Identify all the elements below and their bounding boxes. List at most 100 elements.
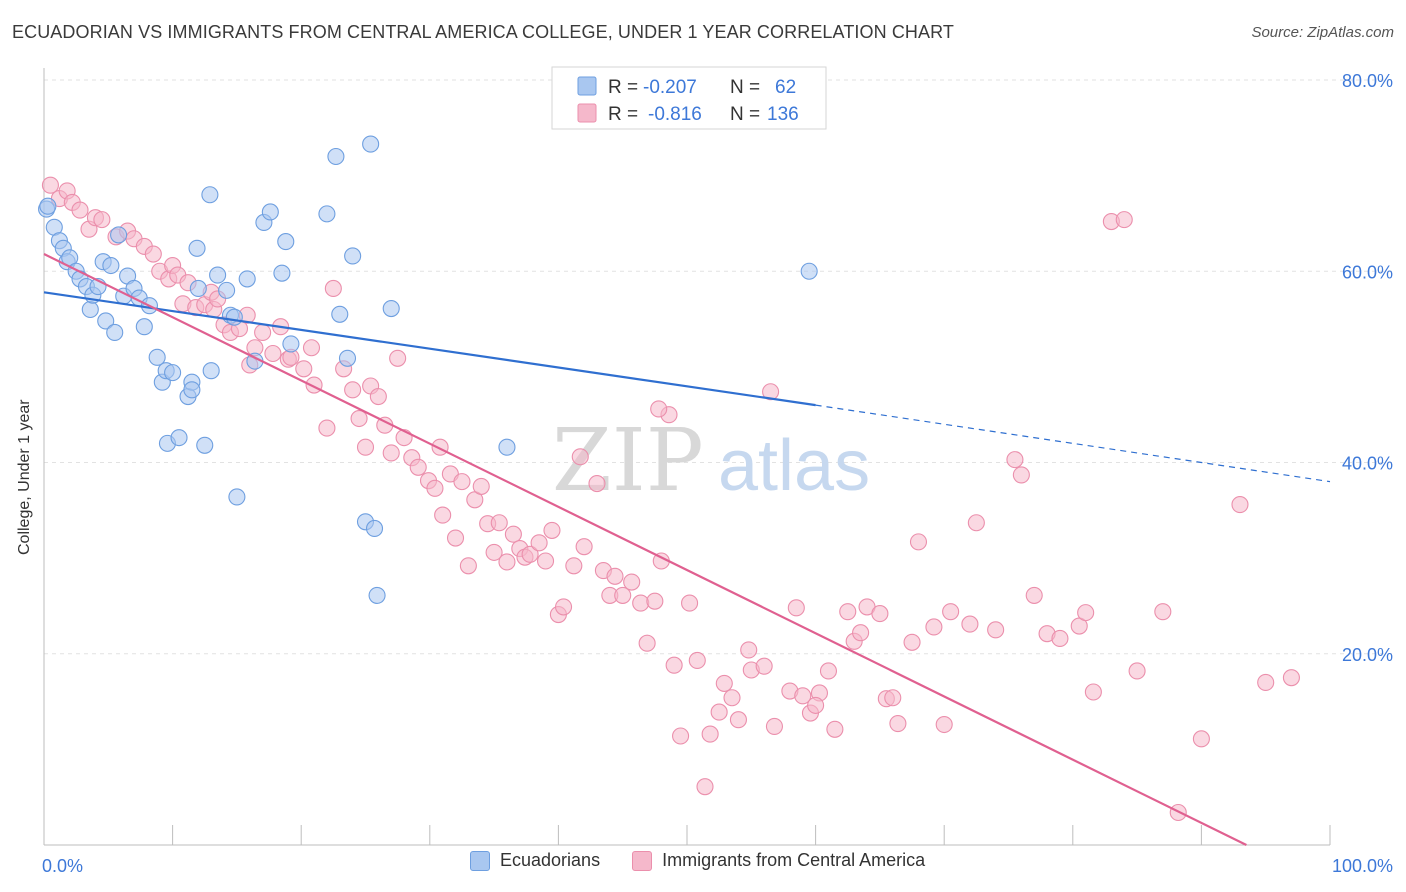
point-immigrants — [498, 553, 516, 571]
point-immigrants — [903, 633, 921, 651]
point-immigrants — [536, 552, 555, 570]
point-immigrants — [650, 400, 668, 418]
point-immigrants — [961, 615, 979, 633]
point-immigrants — [409, 458, 427, 476]
point-ecuadorians — [282, 335, 300, 353]
legend-n-value-2: 136 — [767, 104, 799, 125]
point-immigrants — [1012, 466, 1030, 484]
point-immigrants — [665, 656, 683, 674]
point-immigrants — [344, 381, 362, 399]
x-tick-label-max: 100.0% — [1332, 856, 1393, 876]
point-immigrants — [382, 444, 400, 462]
series-ecuadorians-points — [38, 135, 818, 604]
point-ecuadorians — [202, 362, 220, 380]
point-immigrants — [565, 557, 583, 575]
point-immigrants — [632, 594, 650, 612]
point-immigrants — [504, 525, 522, 543]
point-immigrants — [1115, 211, 1133, 229]
point-immigrants — [787, 599, 805, 617]
trend-line-ecuadorians — [43, 291, 816, 407]
point-immigrants — [967, 514, 985, 532]
point-immigrants — [302, 339, 321, 357]
point-ecuadorians — [135, 318, 153, 336]
watermark-atlas: atlas — [718, 426, 870, 506]
point-ecuadorians — [183, 381, 201, 399]
y-tick-label: 20.0% — [1342, 645, 1393, 665]
series-immigrants-points — [41, 176, 1300, 822]
y-tick-label: 60.0% — [1342, 262, 1393, 282]
point-ecuadorians — [261, 203, 279, 221]
point-ecuadorians — [228, 488, 246, 506]
x-tick-label-min: 0.0% — [42, 856, 83, 876]
point-immigrants — [762, 383, 780, 401]
point-immigrants — [987, 621, 1005, 639]
point-immigrants — [807, 696, 825, 714]
point-immigrants — [41, 176, 59, 194]
grid-lines — [44, 79, 1392, 655]
point-immigrants — [819, 662, 838, 680]
axes — [43, 68, 1331, 846]
legend-bottom: Ecuadorians Immigrants from Central Amer… — [470, 850, 947, 871]
point-ecuadorians — [106, 323, 124, 342]
point-immigrants — [264, 344, 282, 363]
point-ecuadorians — [148, 348, 166, 366]
point-ecuadorians — [365, 519, 384, 538]
point-ecuadorians — [170, 429, 188, 447]
point-immigrants — [575, 538, 593, 556]
source-label: Source: ZipAtlas.com — [1251, 24, 1394, 41]
point-ecuadorians — [382, 299, 400, 318]
point-ecuadorians — [164, 364, 182, 382]
point-immigrants — [93, 211, 111, 229]
point-ecuadorians — [327, 147, 345, 166]
point-immigrants — [144, 245, 162, 263]
point-ecuadorians — [238, 270, 256, 288]
point-ecuadorians — [362, 135, 380, 153]
legend-n-label-1: N = — [730, 77, 760, 98]
point-immigrants — [1077, 604, 1095, 622]
legend-item-ecuadorians[interactable]: Ecuadorians — [470, 850, 600, 871]
y-tick-label: 80.0% — [1342, 71, 1393, 91]
point-immigrants — [71, 201, 89, 219]
point-ecuadorians — [201, 186, 219, 204]
legend-item-immigrants[interactable]: Immigrants from Central America — [632, 850, 925, 871]
point-immigrants — [715, 674, 733, 692]
point-immigrants — [356, 438, 375, 456]
point-immigrants — [530, 534, 548, 552]
tick-labels: 20.0% 40.0% 60.0% 80.0% 0.0% 100.0% — [42, 71, 1393, 876]
point-immigrants — [350, 409, 368, 428]
point-immigrants — [446, 529, 465, 547]
legend-label-ecuadorians: Ecuadorians — [500, 850, 601, 870]
point-immigrants — [588, 474, 606, 493]
legend-blue-swatch — [577, 76, 597, 96]
point-immigrants — [453, 473, 471, 491]
point-ecuadorians — [97, 312, 115, 330]
point-immigrants — [826, 720, 844, 738]
point-immigrants — [701, 725, 719, 743]
point-immigrants — [434, 506, 452, 524]
point-immigrants — [614, 586, 632, 604]
point-immigrants — [909, 533, 928, 551]
point-immigrants — [852, 624, 870, 642]
point-ecuadorians — [188, 239, 206, 257]
chart-title: ECUADORIAN VS IMMIGRANTS FROM CENTRAL AM… — [12, 22, 954, 42]
point-immigrants — [1025, 586, 1043, 604]
point-immigrants — [1231, 496, 1249, 514]
point-immigrants — [1128, 662, 1146, 680]
point-immigrants — [431, 438, 449, 456]
point-immigrants — [794, 687, 812, 705]
legend-pink-swatch — [577, 103, 597, 123]
point-immigrants — [472, 477, 490, 495]
watermark: ZIP atlas — [552, 411, 870, 511]
point-immigrants — [710, 703, 728, 721]
point-immigrants — [1257, 673, 1275, 691]
point-immigrants — [935, 715, 953, 734]
point-immigrants — [884, 689, 902, 707]
point-ecuadorians — [209, 266, 227, 284]
point-immigrants — [318, 419, 336, 437]
point-ecuadorians — [273, 264, 291, 282]
point-immigrants — [571, 448, 589, 466]
legend-n-value-1: 62 — [775, 77, 796, 98]
point-immigrants — [1051, 629, 1069, 648]
y-tick-label: 40.0% — [1342, 454, 1393, 474]
